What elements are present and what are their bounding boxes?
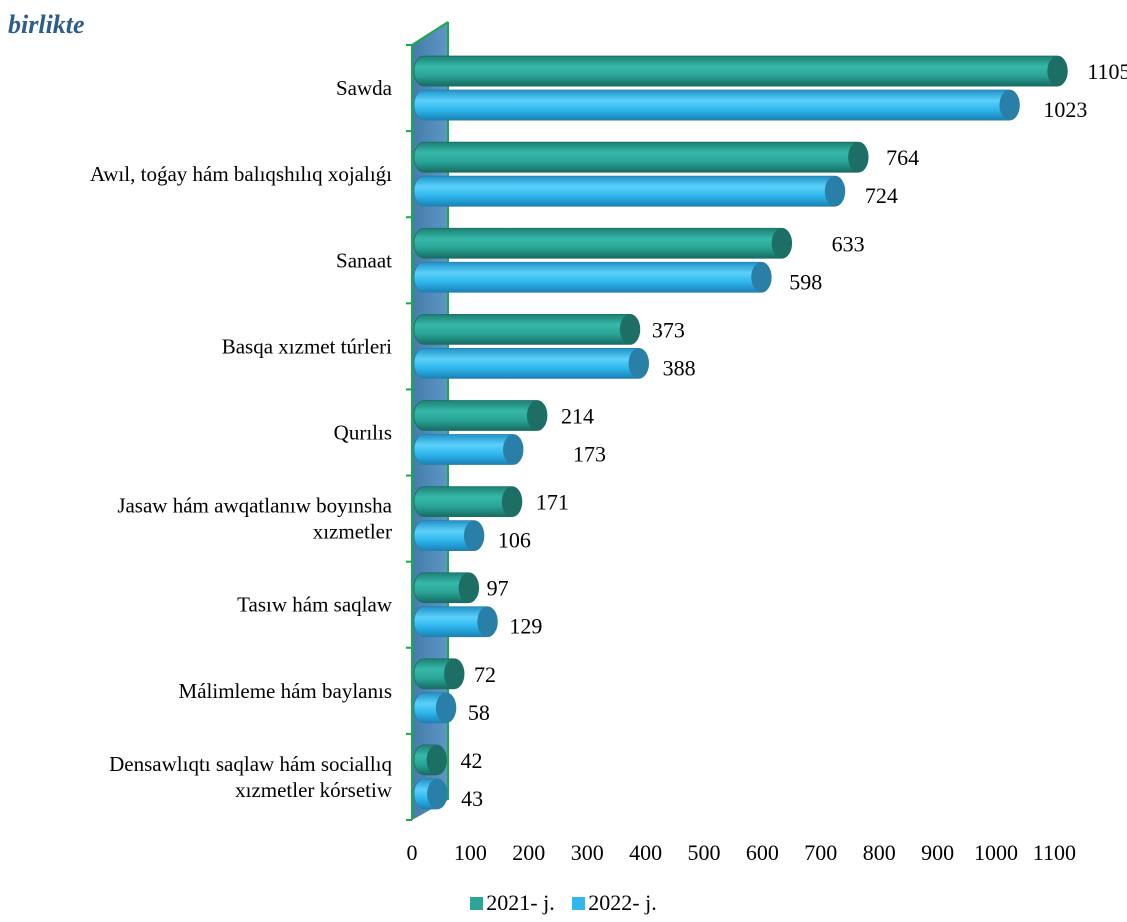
- x-tick-label: 800: [863, 840, 896, 865]
- x-tick-label: 1100: [1033, 840, 1076, 865]
- data-label-2022: 58: [468, 700, 490, 725]
- bar-2021-6: [413, 572, 479, 604]
- x-tick-label: 700: [804, 840, 837, 865]
- data-label-2021: 97: [487, 576, 509, 601]
- x-tick-label: 400: [629, 840, 662, 865]
- legend-label-2022: 2022- j.: [588, 890, 657, 915]
- x-tick-label: 500: [688, 840, 721, 865]
- bar-2022-0: [413, 89, 1020, 121]
- bar-2022-3: [413, 347, 649, 379]
- data-label-2022: 129: [509, 614, 542, 639]
- bar-2022-8-cap: [427, 778, 448, 809]
- bar-2021-1-body: [413, 141, 869, 173]
- bar-2021-0-body: [413, 55, 1068, 87]
- bar-2021-7-cap: [444, 658, 465, 689]
- x-tick-label: 100: [454, 840, 487, 865]
- x-tick-label: 200: [512, 840, 545, 865]
- bar-2021-5-cap: [501, 486, 522, 517]
- bar-2021-1: [413, 141, 869, 173]
- bar-2021-8-cap: [426, 744, 447, 775]
- x-tick-label: 1000: [974, 840, 1018, 865]
- category-label: Sanaat: [336, 248, 392, 272]
- x-tick-label: 0: [407, 840, 418, 865]
- bar-2021-4: [413, 400, 548, 431]
- data-label-2022: 43: [461, 786, 483, 811]
- bar-2022-0-body: [413, 89, 1020, 121]
- category-label: Densawlıqtı saqlaw hám sociallıq: [109, 752, 392, 776]
- category-label: Málimleme hám baylanıs: [179, 679, 392, 703]
- category-label: Qurılıs: [334, 421, 392, 445]
- category-label: Jasaw hám awqatlanıw boyınsha: [117, 494, 392, 518]
- data-label-2021: 214: [561, 404, 594, 429]
- x-tick-label: 600: [746, 840, 779, 865]
- data-label-2022: 173: [573, 442, 606, 467]
- data-label-2021: 72: [474, 662, 496, 687]
- category-label: Awıl, toǵay hám balıqshılıq xojalıǵı: [90, 162, 392, 186]
- bar-2021-7: [413, 658, 465, 690]
- bar-2021-2: [413, 227, 793, 259]
- data-label-2022: 1023: [1043, 97, 1087, 122]
- bar-2022-3-body: [413, 347, 649, 379]
- bar-2022-7-cap: [435, 692, 456, 723]
- x-tick-label: 300: [571, 840, 604, 865]
- category-label: Basqa xızmet túrleri: [222, 334, 392, 358]
- data-label-2022: 598: [789, 269, 822, 294]
- bar-2022-4: [413, 434, 524, 465]
- bar-2021-3: [413, 313, 641, 345]
- data-label-2021: 171: [536, 490, 569, 515]
- data-label-2021: 764: [886, 145, 919, 170]
- legend-item-2022: 2022- j.: [572, 890, 657, 916]
- bar-2022-7: [413, 692, 457, 724]
- bar-2021-2-cap: [771, 228, 792, 259]
- legend-swatch-2022: [572, 897, 586, 910]
- bar-2021-3-cap: [619, 314, 640, 345]
- bar-2022-3-cap: [628, 348, 649, 379]
- data-label-2021: 633: [832, 231, 865, 256]
- bar-2022-2-body: [413, 261, 772, 293]
- category-label: Tasıw hám saqlaw: [237, 593, 393, 617]
- legend-item-2021: 2021- j.: [470, 890, 555, 916]
- data-label-2021: 373: [652, 317, 685, 342]
- bar-2021-5: [413, 486, 523, 518]
- bar-2022-2: [413, 261, 772, 293]
- bar-2022-5-cap: [463, 520, 484, 551]
- unit-title: birlikte: [8, 10, 85, 39]
- bar-2021-0: [413, 55, 1068, 87]
- bar-2022-2-cap: [751, 262, 772, 293]
- bar-2022-0-cap: [999, 90, 1020, 121]
- bar-2022-6-cap: [477, 606, 498, 637]
- data-label-2022: 388: [663, 355, 696, 380]
- bar-2021-6-cap: [458, 572, 479, 603]
- legend-label-2021: 2021- j.: [486, 890, 555, 915]
- data-label-2022: 106: [498, 528, 531, 553]
- bar-2022-6: [413, 606, 498, 638]
- category-label: xızmetler: [313, 520, 392, 544]
- x-tick-label: 900: [921, 840, 954, 865]
- bar-2021-8: [413, 744, 447, 776]
- bar-2021-2-body: [413, 227, 793, 259]
- bar-2022-1-cap: [824, 176, 845, 207]
- category-label: xızmetler kórsetiw: [235, 778, 393, 802]
- data-label-2022: 724: [865, 183, 898, 208]
- legend: 2021- j. 2022- j.: [0, 890, 1127, 916]
- legend-swatch-2021: [470, 897, 484, 910]
- category-label: Sawda: [336, 76, 393, 100]
- bar-2022-1: [413, 175, 846, 207]
- bar-2022-8: [413, 778, 448, 810]
- bar-2021-1-cap: [848, 142, 869, 173]
- data-label-2021: 1105: [1087, 59, 1127, 84]
- axis-wall-top-edge: [411, 21, 449, 46]
- bar-2022-1-body: [413, 175, 846, 207]
- bar-2021-3-body: [413, 313, 641, 345]
- bar-2021-4-cap: [526, 400, 547, 431]
- data-label-2021: 42: [461, 748, 483, 773]
- bar-2022-4-cap: [503, 434, 524, 465]
- bar-2022-5: [413, 520, 485, 552]
- bar-2021-0-cap: [1047, 56, 1068, 87]
